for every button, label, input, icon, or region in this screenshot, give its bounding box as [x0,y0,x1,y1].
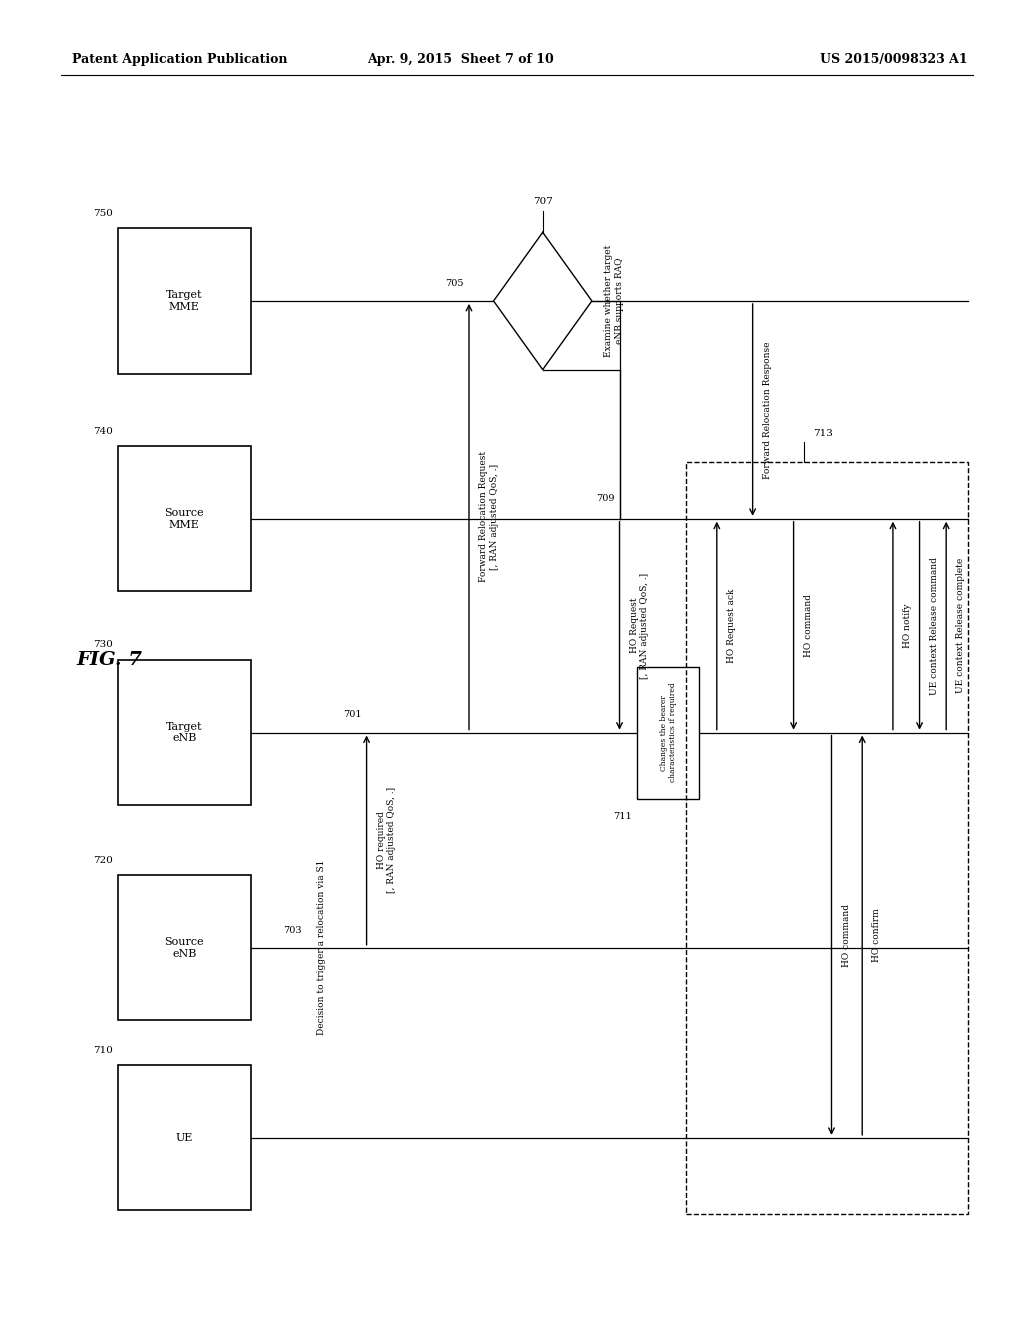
Text: 720: 720 [93,855,113,865]
Bar [118,446,251,591]
Text: HO notify: HO notify [903,603,912,648]
Polygon shape [494,232,592,370]
Text: 710: 710 [93,1045,113,1055]
Text: 740: 740 [93,426,113,436]
Text: Changes the bearer
characteristics if required: Changes the bearer characteristics if re… [659,682,677,783]
Text: Patent Application Publication: Patent Application Publication [72,53,287,66]
Text: Forward Relocation Request
[, RAN adjusted QoS, .]: Forward Relocation Request [, RAN adjust… [479,451,499,582]
Text: UE context Release complete: UE context Release complete [956,558,966,693]
Text: UE: UE [176,1133,193,1143]
Text: 713: 713 [813,429,833,438]
Text: Target
MME: Target MME [166,290,203,312]
Text: Examine whether target
eNB supports RAQ: Examine whether target eNB supports RAQ [604,244,624,358]
Text: HO Request ack: HO Request ack [727,589,736,663]
Text: 707: 707 [532,197,553,206]
Text: 701: 701 [343,710,361,719]
Text: HO Request
[, RAN adjusted QoS, .]: HO Request [, RAN adjusted QoS, .] [630,573,649,678]
Text: Source
eNB: Source eNB [165,937,204,958]
Text: 750: 750 [93,209,113,218]
Text: HO required
[, RAN adjusted QoS, .]: HO required [, RAN adjusted QoS, .] [377,787,396,894]
Text: 703: 703 [284,925,302,935]
Bar [118,660,251,805]
Bar [118,1065,251,1210]
Text: HO confirm: HO confirm [872,908,882,962]
Text: UE context Release command: UE context Release command [930,557,939,694]
Bar [686,462,968,1214]
Text: 730: 730 [93,640,113,649]
Bar [637,667,698,799]
Text: 705: 705 [445,279,464,288]
Text: 711: 711 [613,812,632,821]
Text: Target
eNB: Target eNB [166,722,203,743]
Text: HO command: HO command [804,594,813,657]
Text: Forward Relocation Response: Forward Relocation Response [763,341,772,479]
Text: Source
MME: Source MME [165,508,204,529]
Text: FIG. 7: FIG. 7 [77,651,142,669]
Bar [118,875,251,1020]
Text: Apr. 9, 2015  Sheet 7 of 10: Apr. 9, 2015 Sheet 7 of 10 [368,53,554,66]
Text: HO command: HO command [842,904,851,966]
Text: US 2015/0098323 A1: US 2015/0098323 A1 [820,53,968,66]
Text: Decision to trigger a relocation via S1: Decision to trigger a relocation via S1 [317,861,327,1035]
Bar [118,228,251,374]
Text: 709: 709 [596,494,614,503]
